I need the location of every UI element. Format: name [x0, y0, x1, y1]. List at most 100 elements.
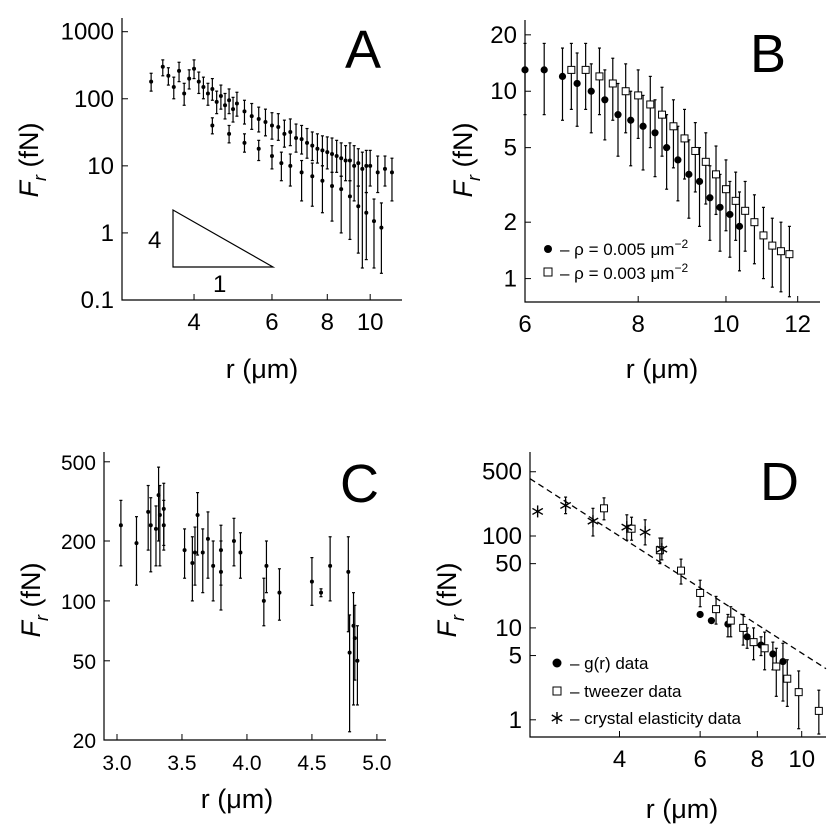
legend-circle-marker [552, 658, 562, 668]
data-point [621, 521, 633, 534]
data-point [190, 561, 195, 566]
data-point [743, 633, 751, 641]
panel-a-x-label: r (μm) [226, 354, 299, 384]
data-point [282, 131, 287, 136]
data-point [288, 163, 293, 168]
legend-item-crystal-data: – crystal elasticity data [570, 709, 742, 728]
y-tick-label: 0.1 [81, 287, 114, 314]
data-point [364, 210, 369, 215]
y-tick-label: 100 [74, 86, 114, 113]
data-point [264, 563, 269, 568]
data-point [521, 66, 529, 74]
data-point [739, 623, 748, 632]
data-point [567, 65, 576, 74]
data-point [227, 131, 232, 136]
panel-b-label: B [750, 24, 786, 84]
x-tick-label: 4.5 [297, 752, 326, 775]
data-point [540, 66, 548, 74]
panel-b-y-label: Fr (fN) [448, 123, 484, 198]
data-point [192, 550, 197, 555]
data-point [750, 218, 759, 227]
data-point [696, 610, 704, 619]
data-point [242, 109, 247, 114]
data-point [231, 538, 236, 543]
data-point [356, 204, 361, 209]
x-tick-label: 8 [751, 746, 764, 773]
y-tick-label: 50 [495, 551, 522, 578]
data-point [658, 110, 667, 119]
y-tick-label: 100 [61, 591, 96, 614]
data-point [177, 68, 182, 73]
x-tick-label: 3.0 [102, 752, 131, 775]
data-point [639, 526, 651, 539]
data-point [346, 569, 351, 574]
data-point [347, 650, 352, 655]
data-point [334, 154, 339, 159]
data-point [769, 650, 777, 658]
data-point [310, 143, 315, 148]
data-point [182, 91, 187, 96]
data-point [261, 598, 266, 603]
x-tick-label: 4 [187, 309, 200, 336]
data-point [382, 166, 387, 171]
panel-b-legend: – ρ = 0.005 μm−2 – ρ = 0.003 μm−2 [543, 237, 688, 283]
data-point [375, 170, 380, 175]
data-point [696, 588, 705, 597]
data-point [218, 548, 223, 553]
panel-d-axes [529, 452, 826, 738]
data-point [706, 194, 714, 202]
data-point [277, 590, 282, 595]
data-point [776, 247, 785, 256]
data-point [309, 579, 314, 584]
data-point [310, 174, 315, 179]
data-point [656, 543, 668, 556]
data-point [371, 219, 376, 224]
data-point [785, 250, 794, 259]
data-point [646, 100, 655, 109]
data-point [234, 101, 239, 106]
x-tick-label: 10 [713, 311, 740, 338]
panel-d-label: D [760, 452, 799, 512]
data-point [379, 225, 384, 230]
data-point [347, 158, 352, 163]
panel-a-label: A [345, 20, 381, 80]
data-point [352, 163, 357, 168]
data-point [587, 515, 599, 528]
x-tick-label: 8 [321, 309, 334, 336]
data-point [339, 156, 344, 161]
y-tick-label: 10 [490, 78, 517, 105]
data-point [741, 206, 750, 215]
data-point [276, 124, 281, 129]
x-tick-label: 6 [265, 309, 278, 336]
x-tick-label: 4.0 [232, 752, 261, 775]
legend-star-marker [551, 712, 563, 724]
data-point [256, 116, 261, 121]
slope-triangle: 4 1 [148, 208, 276, 298]
panel-a-y-label: Fr (fN) [14, 123, 50, 198]
data-point [601, 96, 609, 104]
data-point [256, 146, 261, 151]
data-point [210, 123, 215, 128]
data-point [701, 157, 710, 166]
data-point [330, 184, 335, 189]
data-point [759, 231, 768, 240]
x-tick-label: 5.0 [362, 752, 391, 775]
data-point [330, 152, 335, 157]
data-point [201, 84, 206, 89]
data-point [325, 150, 330, 155]
data-point [227, 98, 232, 103]
x-tick-label: 3.5 [167, 752, 196, 775]
data-point [712, 605, 721, 614]
data-point [772, 662, 781, 671]
data-point [347, 194, 352, 199]
data-point [600, 504, 609, 513]
data-point [639, 122, 647, 130]
data-point [794, 688, 803, 697]
data-point [814, 706, 823, 715]
data-point [587, 87, 595, 95]
data-point [627, 116, 635, 124]
panel-d-y-label: Fr (fN) [432, 563, 468, 638]
data-point [560, 499, 572, 512]
